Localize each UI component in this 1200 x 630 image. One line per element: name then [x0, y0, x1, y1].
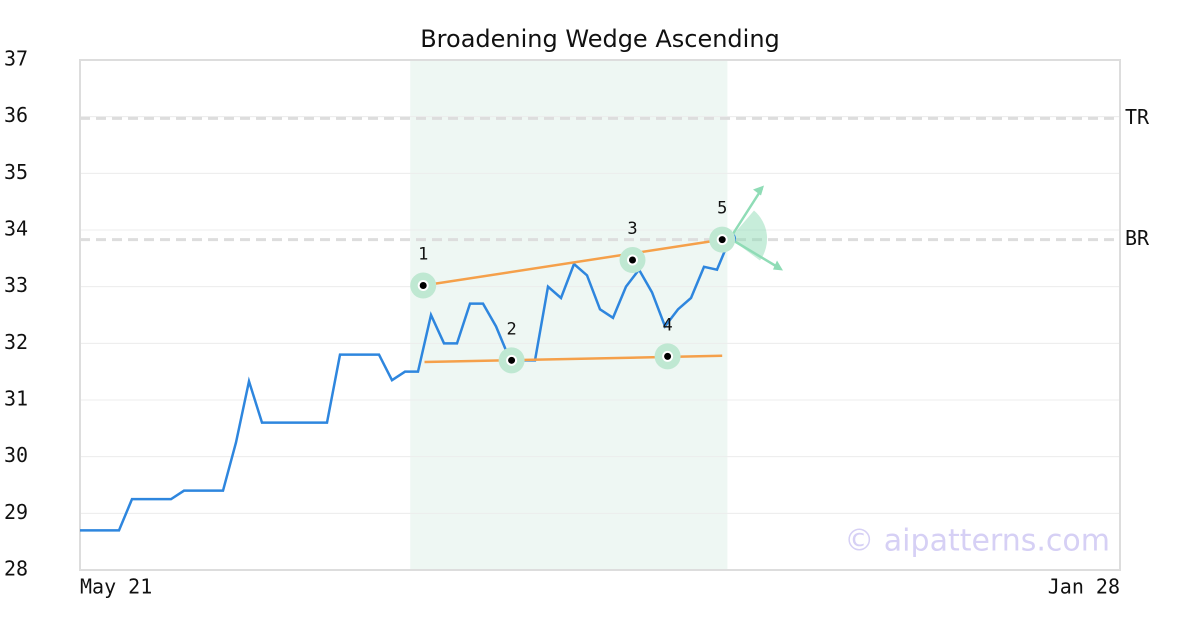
- trendline: [423, 238, 723, 287]
- projection-arrow: [728, 187, 781, 270]
- chart-title: Broadening Wedge Ascending: [420, 25, 780, 53]
- pattern-point: [506, 354, 518, 366]
- y-tick-label: 29: [4, 500, 28, 524]
- y-tick-label: 28: [4, 557, 28, 581]
- plot-border: [79, 59, 1121, 571]
- pattern-point: [716, 234, 728, 246]
- point-label: 1: [418, 245, 428, 265]
- watermark: © aipatterns.com: [844, 524, 1110, 559]
- point-label: 2: [506, 319, 516, 339]
- pattern-point: [662, 350, 674, 362]
- projection-cone: [730, 210, 768, 261]
- pattern-point: [627, 254, 638, 266]
- x-tick-label: Jan 28: [1048, 575, 1120, 599]
- y-tick-label: 33: [4, 273, 28, 297]
- y-tick-label: 37: [4, 47, 28, 71]
- y-tick-label: 30: [4, 443, 28, 467]
- price-line: [80, 238, 732, 532]
- y-tick-label: 36: [4, 103, 28, 127]
- x-tick-label: May 21: [80, 575, 152, 599]
- reference-label: BR: [1125, 226, 1150, 250]
- point-label: 5: [717, 199, 727, 219]
- y-tick-label: 32: [4, 330, 28, 354]
- y-tick-label: 35: [4, 160, 28, 184]
- reference-label: TR: [1125, 105, 1150, 129]
- y-tick-label: 34: [4, 217, 28, 241]
- pattern-point: [417, 280, 429, 292]
- point-label: 4: [662, 315, 672, 335]
- y-tick-label: 31: [4, 387, 28, 411]
- point-label: 3: [627, 219, 637, 239]
- pattern-region: [410, 60, 728, 570]
